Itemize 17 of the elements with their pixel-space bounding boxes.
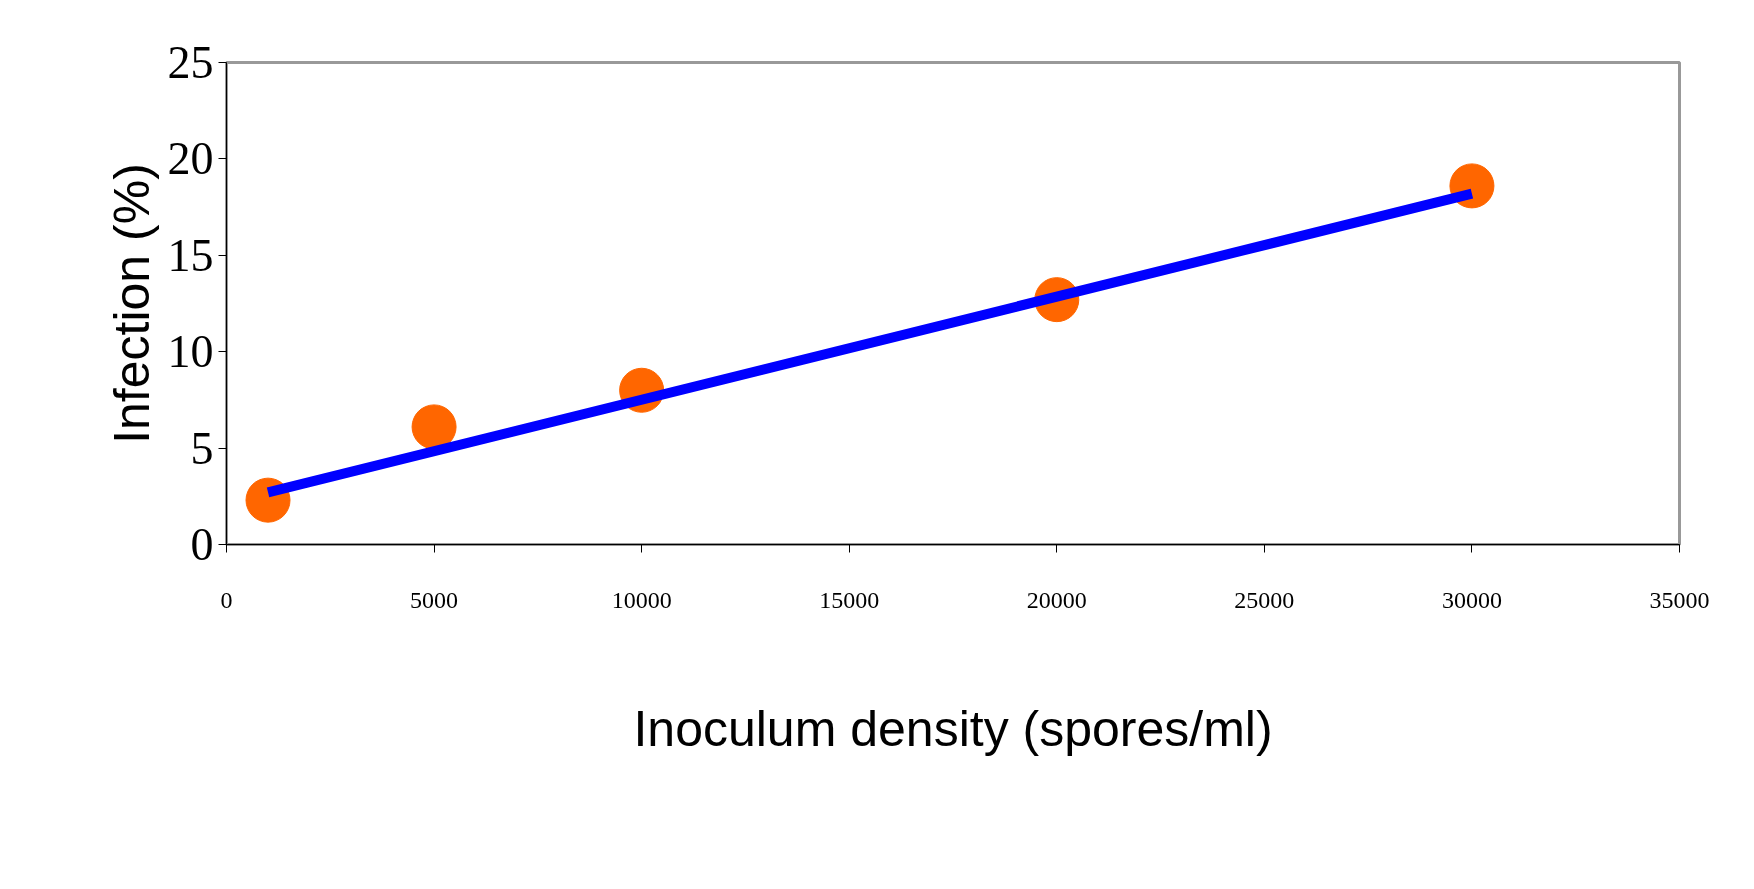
- y-axis-title: Infection (%): [103, 163, 160, 444]
- x-tick-label: 25000: [1234, 586, 1295, 613]
- y-tick-label: 0: [190, 519, 214, 570]
- y-tick-label: 5: [190, 422, 214, 474]
- x-tick-label: 10000: [611, 586, 672, 613]
- x-tick-label: 15000: [819, 586, 880, 613]
- x-axis-title: Inoculum density (spores/ml): [633, 700, 1273, 757]
- point: [411, 404, 457, 450]
- y-tick-label: 20: [167, 133, 214, 185]
- x-tick-label: 20000: [1026, 586, 1087, 613]
- y-tick-label: 15: [167, 229, 214, 281]
- x-tick-label: 0: [220, 586, 233, 613]
- x-tick-label: 35000: [1649, 586, 1710, 613]
- x-tick-label: 5000: [410, 586, 459, 613]
- x-tick-label: 30000: [1441, 586, 1502, 613]
- y-tick-label: 10: [167, 326, 214, 378]
- y-tick-label: 25: [167, 37, 214, 88]
